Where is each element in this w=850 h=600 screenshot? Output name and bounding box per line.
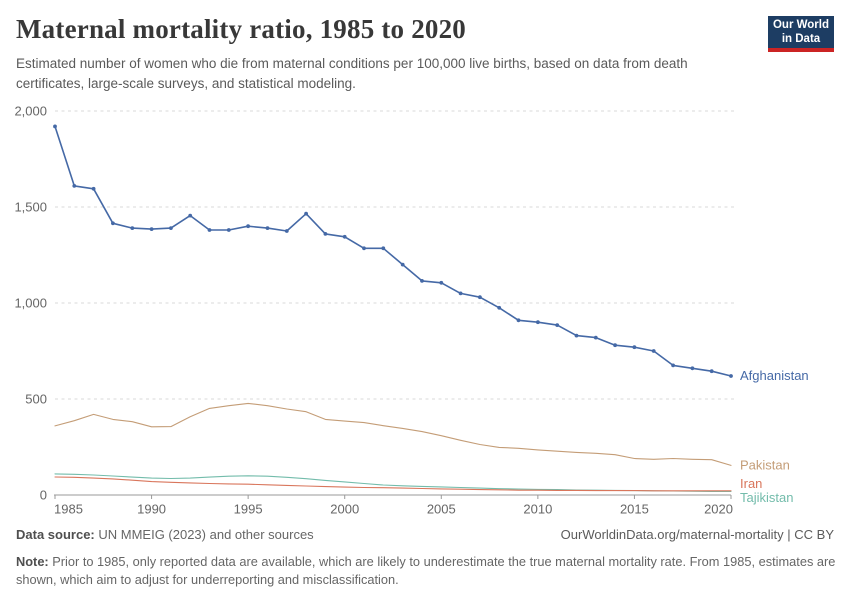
note-text: Prior to 1985, only reported data are av…	[16, 554, 836, 587]
x-tick-label: 1995	[234, 502, 263, 517]
owid-url[interactable]: OurWorldinData.org/maternal-mortality | …	[560, 527, 834, 542]
x-tick-label: 2020	[704, 502, 733, 517]
series-label-iran[interactable]: Iran	[740, 476, 762, 491]
footer: Data source: UN MMEIG (2023) and other s…	[16, 527, 834, 542]
owid-logo-line2: in Data	[781, 33, 821, 45]
line-chart[interactable]: 0 500 1,000 1,500 2,000 1985 1990 1995 2000 2005 2…	[0, 95, 850, 520]
chart-note: Note: Prior to 1985, only reported data …	[16, 553, 836, 589]
x-tick-label: 1985	[54, 502, 83, 517]
series-line-afghanistan[interactable]	[54, 125, 732, 377]
series-markers-afghanistan	[53, 124, 733, 378]
page-title: Maternal mortality ratio, 1985 to 2020	[16, 14, 466, 44]
y-tick-label: 0	[40, 488, 47, 503]
series-label-afghanistan[interactable]: Afghanistan	[740, 368, 809, 383]
owid-logo[interactable]: Our World in Data	[768, 16, 834, 52]
series-label-pakistan[interactable]: Pakistan	[740, 457, 790, 472]
chart-subtitle: Estimated number of women who die from m…	[16, 56, 688, 91]
series-label-tajikistan[interactable]: Tajikistan	[740, 490, 793, 505]
series-line-pakistan[interactable]	[54, 402, 732, 466]
y-tick-label: 500	[25, 392, 47, 407]
data-source-text: UN MMEIG (2023) and other sources	[94, 527, 314, 542]
data-source-label: Data source:	[16, 527, 95, 542]
x-tick-label: 2005	[427, 502, 456, 517]
x-tick-label: 2000	[330, 502, 359, 517]
x-tick-label: 2010	[523, 502, 552, 517]
series-line-tajikistan[interactable]	[54, 473, 732, 493]
data-source: Data source: UN MMEIG (2023) and other s…	[16, 527, 314, 542]
y-tick-label: 1,000	[14, 296, 47, 311]
y-tick-label: 2,000	[14, 104, 47, 119]
x-tick-label: 1990	[137, 502, 166, 517]
y-tick-label: 1,500	[14, 200, 47, 215]
owid-logo-line1: Our World	[772, 19, 829, 31]
note-label: Note:	[16, 554, 49, 569]
x-tick-label: 2015	[620, 502, 649, 517]
series-line-iran[interactable]	[54, 476, 732, 492]
